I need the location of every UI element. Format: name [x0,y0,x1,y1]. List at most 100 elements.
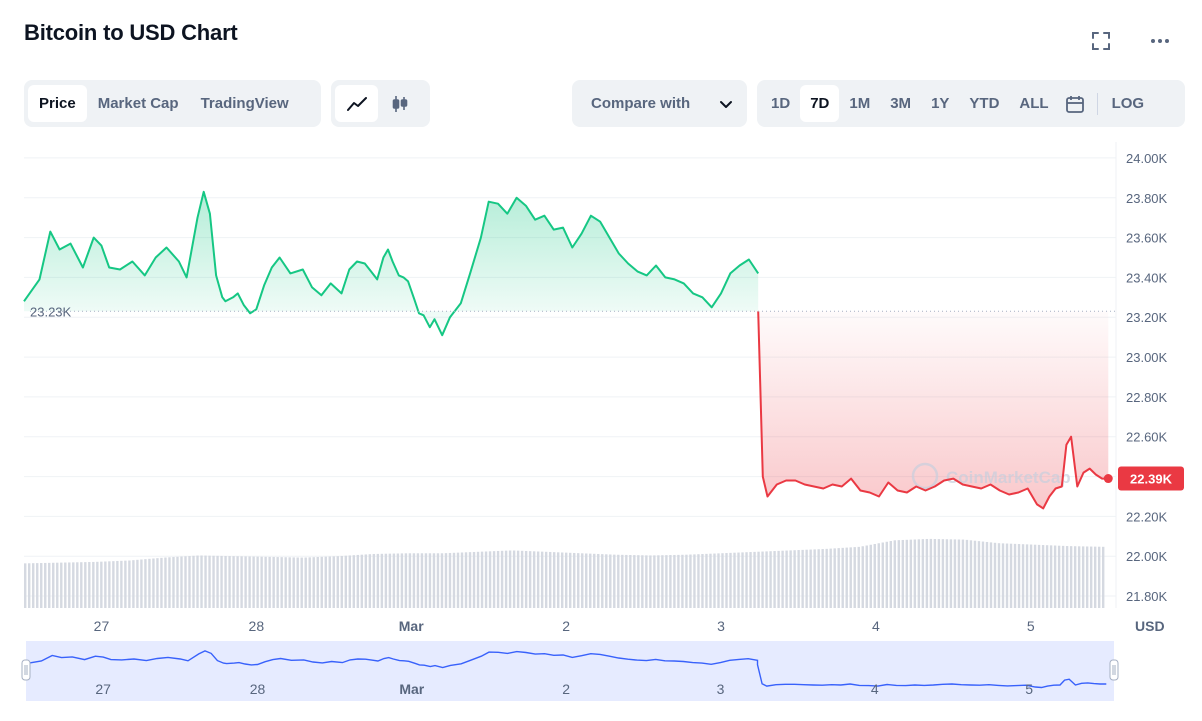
y-axis: 24.00K 23.80K 23.60K 23.40K 23.20K 23.00K 22.8… [1118,151,1184,634]
volume-bar [761,551,764,608]
volume-bar [1017,544,1021,608]
volume-bar [28,563,31,608]
volume-bar [336,556,339,608]
volume-bar [597,553,600,608]
volume-bar [244,556,247,608]
volume-bar [757,551,760,608]
volume-bar [1053,545,1057,608]
volume-bar [72,562,75,608]
volume-bar [677,554,680,608]
log-toggle[interactable]: LOG [1111,95,1145,112]
y-tick-label: 22.00K [1126,549,1168,564]
volume-bar [1077,546,1081,608]
volume-bar [252,556,255,608]
volume-bar [901,539,905,608]
volume-bar [1029,544,1033,608]
range-7d[interactable]: 7D [800,85,840,122]
volume-bar [560,552,564,608]
volume-bar [1081,546,1085,608]
volume-bar [352,555,356,608]
volume-bar [1045,545,1049,608]
volume-bar [140,559,143,608]
tab-market-cap[interactable]: Market Cap [97,95,179,112]
chevron-down-icon [720,100,732,108]
navigator-tick-label: 27 [95,681,111,697]
range-1d[interactable]: 1D [771,95,791,112]
navigator-left-handle[interactable] [21,659,31,681]
navigator-right-handle[interactable] [1109,659,1119,681]
volume-bar [777,550,780,608]
price-line-up [23,190,760,337]
volume-bar [673,554,676,608]
volume-bar [1009,543,1013,608]
volume-bar [617,554,620,608]
volume-bar [240,556,243,608]
volume-bar [192,555,195,608]
range-1y[interactable]: 1Y [931,95,950,112]
volume-bar [973,540,977,608]
range-all[interactable]: ALL [1019,95,1049,112]
volume-bar [645,555,648,608]
line-chart-button[interactable] [335,85,378,122]
range-divider [1096,92,1098,115]
volume-bar [536,551,540,608]
price-area-down [758,311,1109,509]
volume-bar [388,553,392,608]
volume-bars [24,538,1105,608]
volume-bar [1041,545,1045,608]
volume-bar [869,544,872,608]
volume-bar [552,552,556,608]
volume-bar [701,554,704,608]
y-tick-label: 22.60K [1126,430,1168,445]
volume-bar [52,562,55,608]
volume-bar [304,557,307,608]
volume-bar [424,553,428,608]
volume-bar [801,549,804,608]
volume-bar [56,562,59,608]
time-range-tabs: 1D 7D 1M 3M 1Y YTD ALL LOG [757,80,1185,127]
volume-bar [881,542,884,608]
volume-bar [661,555,664,608]
volume-bar [408,553,412,608]
volume-bar [1049,545,1053,608]
volume-bar [981,541,985,608]
volume-bar [176,556,179,608]
volume-bar [296,557,299,608]
volume-bar [264,556,267,608]
volume-bar [641,555,644,608]
price-area [24,191,1109,509]
tab-tradingview[interactable]: TradingView [200,95,289,112]
volume-bar [372,553,376,608]
volume-bar [605,554,608,608]
volume-bar [232,556,235,608]
volume-bar [1057,545,1061,608]
y-tick-label: 22.20K [1126,509,1168,524]
volume-bar [196,555,199,608]
volume-bar [933,538,937,608]
volume-bar [540,551,544,608]
volume-bar [665,555,668,608]
volume-bar [380,553,384,608]
more-horizontal-icon[interactable] [1147,28,1173,54]
range-navigator[interactable]: 27 28 Mar 2 3 4 5 [21,641,1119,701]
volume-bar [997,543,1001,608]
x-tick-label: 5 [1027,618,1035,634]
volume-bar [637,555,640,608]
range-1m[interactable]: 1M [849,95,871,112]
x-tick-label: 3 [717,618,725,634]
range-3m[interactable]: 3M [890,95,912,112]
volume-bar [428,553,432,608]
volume-bar [312,557,315,608]
volume-bar [793,550,796,608]
expand-icon[interactable] [1088,28,1114,54]
tab-price[interactable]: Price [28,85,87,122]
compare-with-dropdown[interactable]: Compare with [572,80,747,127]
calendar-button[interactable] [1059,85,1091,122]
volume-bar [1073,546,1077,608]
volume-bar [1013,543,1017,608]
candlestick-button[interactable] [378,85,421,122]
range-ytd[interactable]: YTD [969,95,1000,112]
volume-bar [593,553,596,608]
volume-bar [272,556,275,608]
